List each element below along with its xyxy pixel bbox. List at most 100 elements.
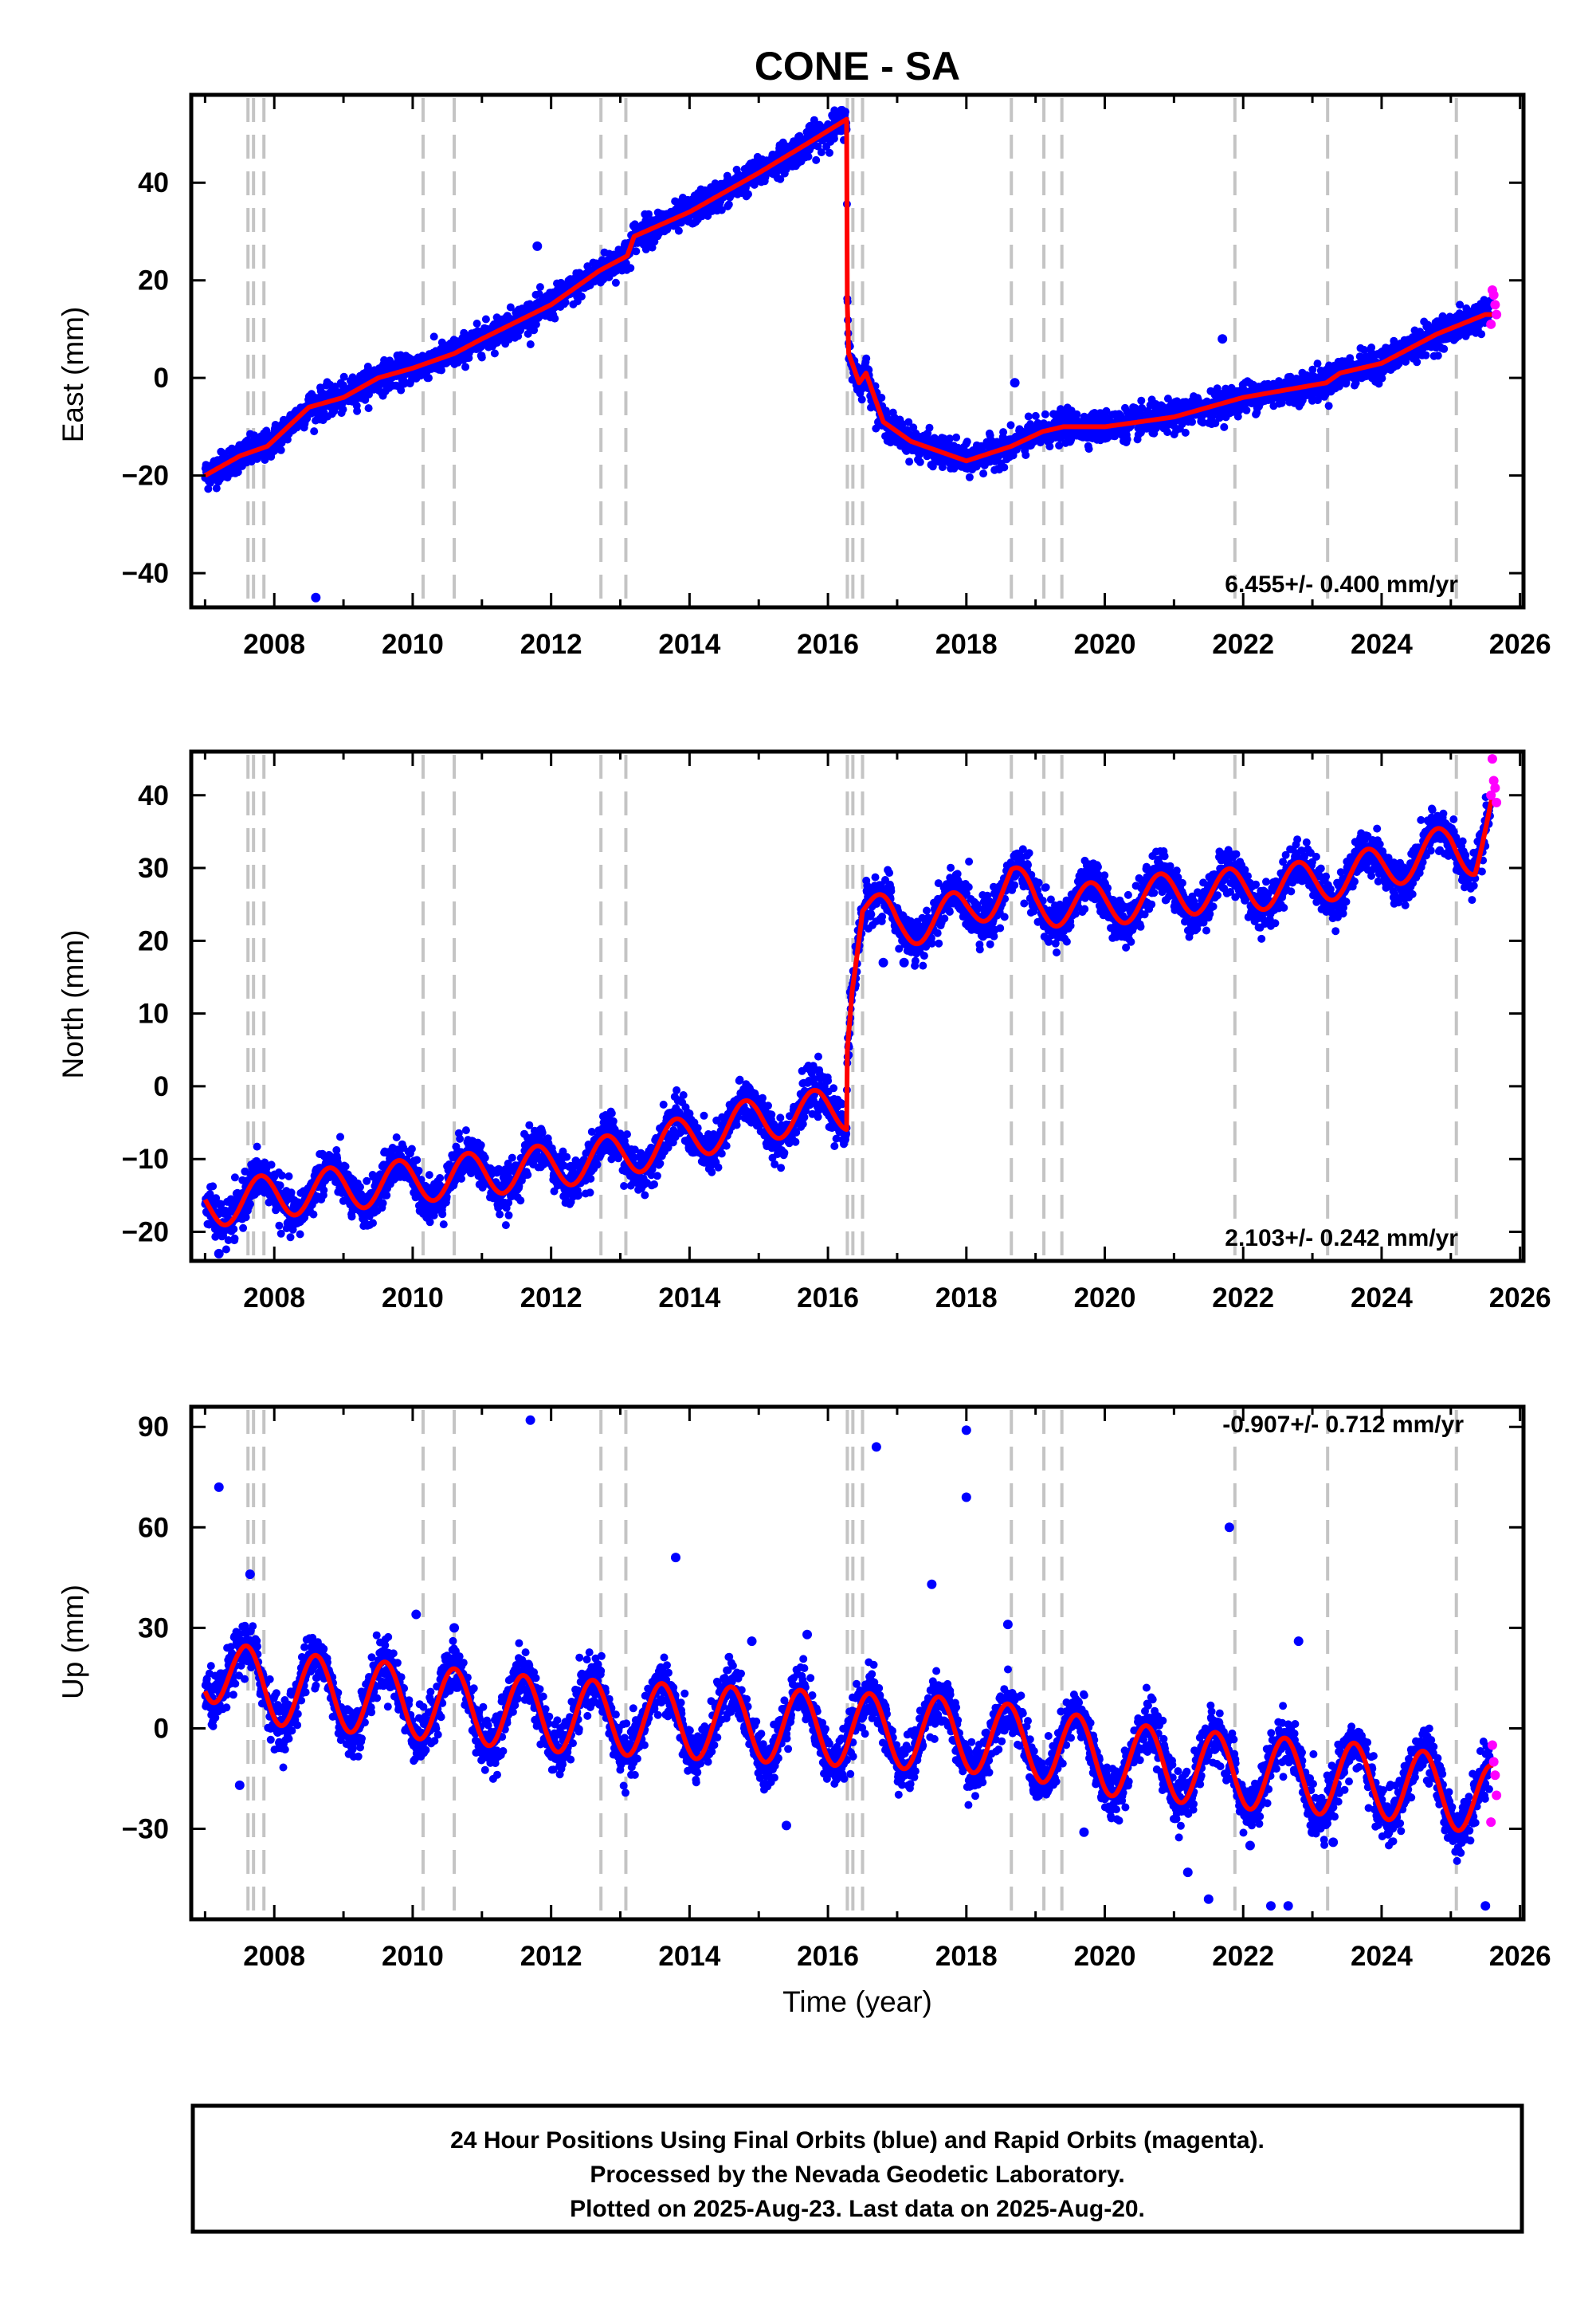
plot-east: 2008 2010 2012 2014 2016 2018 2020 2022 2024 2026… — [122, 92, 1551, 660]
final-point — [551, 314, 559, 323]
final-point — [336, 1133, 344, 1141]
x-tick-label: 2012 — [520, 629, 582, 660]
final-point — [339, 372, 348, 381]
x-tick-label: 2022 — [1212, 629, 1274, 660]
final-point — [230, 1173, 239, 1182]
final-point — [1006, 421, 1015, 430]
final-point — [1000, 463, 1009, 472]
final-point — [857, 395, 866, 404]
chart-title: CONE - SA — [755, 44, 960, 88]
final-point — [744, 190, 752, 198]
final-point — [1181, 428, 1190, 437]
x-tick-label: 2018 — [935, 629, 998, 660]
final-point — [407, 1145, 416, 1153]
final-point — [877, 394, 886, 402]
final-point — [276, 446, 285, 454]
final-point — [1163, 428, 1172, 437]
final-point — [632, 247, 641, 256]
final-point — [267, 1160, 276, 1169]
final-point — [425, 1218, 434, 1227]
final-point — [309, 1210, 318, 1219]
final-point — [577, 293, 586, 300]
final-point — [648, 243, 657, 252]
final-point — [531, 320, 540, 328]
final-point — [320, 1186, 328, 1195]
final-point — [999, 428, 1008, 437]
final-point — [233, 468, 242, 477]
outlier-point — [532, 241, 543, 251]
final-point — [1137, 396, 1146, 405]
y-tick-label: 40 — [138, 167, 169, 198]
final-point — [229, 1225, 238, 1234]
final-point — [356, 1183, 364, 1192]
final-point — [1313, 359, 1322, 368]
final-point — [829, 134, 838, 143]
outlier-point — [1218, 334, 1228, 344]
final-point — [425, 374, 433, 383]
final-point — [392, 1133, 401, 1141]
final-point — [1220, 422, 1229, 431]
x-tick-label: 2020 — [1074, 629, 1136, 660]
final-point — [382, 1191, 391, 1200]
final-point — [1084, 445, 1093, 454]
final-point — [1041, 410, 1049, 418]
final-point — [812, 155, 821, 164]
outlier-point — [1010, 378, 1020, 388]
final-point — [611, 278, 620, 287]
final-point — [841, 108, 849, 116]
rapid-orbit-point — [1488, 290, 1499, 300]
final-point — [524, 329, 532, 338]
plot-frame — [189, 92, 1526, 610]
final-point — [413, 1156, 422, 1164]
final-point — [535, 283, 544, 292]
final-point — [674, 226, 683, 235]
final-point — [641, 245, 650, 253]
rapid-orbit-point — [1492, 309, 1502, 320]
final-point — [239, 1223, 248, 1232]
final-point — [804, 152, 813, 161]
rapid-orbit-point — [1486, 319, 1496, 329]
final-point — [277, 1171, 286, 1180]
final-point — [353, 406, 362, 415]
final-point — [364, 404, 373, 413]
final-point — [1072, 410, 1081, 418]
final-point — [490, 349, 499, 358]
final-point — [461, 363, 470, 371]
final-point — [1421, 351, 1430, 359]
final-point — [1123, 435, 1131, 444]
rate-label-east: 6.455+/- 0.400 mm/yr — [1225, 571, 1458, 598]
final-point — [481, 315, 490, 324]
final-point — [397, 386, 406, 395]
final-point — [341, 1162, 350, 1171]
final-point — [414, 1166, 423, 1175]
final-point — [979, 469, 988, 478]
panel-east: 2008 2010 2012 2014 2016 2018 2020 2022 2024 2026… — [57, 92, 1551, 660]
final-point — [626, 264, 635, 273]
final-point — [965, 473, 974, 481]
final-point — [209, 1182, 218, 1191]
final-point — [253, 1142, 261, 1151]
final-point — [506, 303, 515, 312]
final-point — [717, 206, 726, 214]
final-point — [925, 423, 934, 432]
final-point — [1477, 330, 1486, 339]
final-point — [400, 379, 409, 388]
final-point — [204, 485, 213, 493]
final-point — [284, 1172, 293, 1180]
final-point — [369, 1219, 377, 1227]
y-tick-label: 0 — [154, 363, 169, 394]
final-point — [1242, 406, 1251, 414]
final-point — [212, 484, 221, 493]
final-point — [473, 320, 481, 328]
final-point — [339, 405, 347, 414]
final-point — [1324, 402, 1333, 410]
final-point — [425, 1171, 433, 1180]
final-point — [645, 210, 653, 218]
final-point — [246, 1200, 254, 1208]
final-point — [276, 1181, 284, 1190]
final-point — [477, 353, 486, 362]
final-point — [296, 1230, 304, 1239]
final-point — [724, 200, 733, 209]
final-point — [378, 1199, 387, 1208]
